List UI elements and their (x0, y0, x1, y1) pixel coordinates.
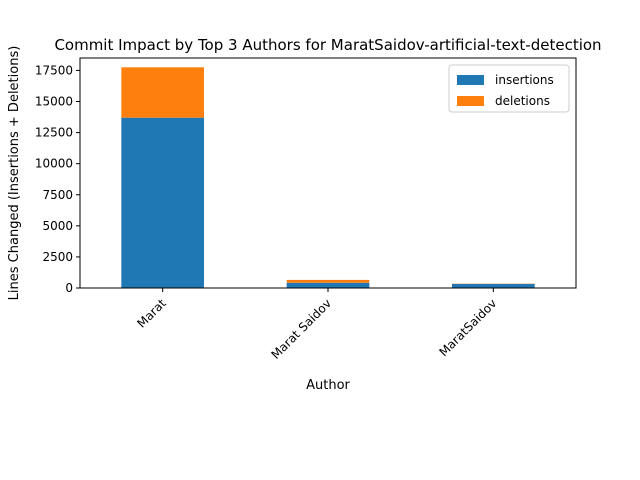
plot-frame (79, 57, 577, 289)
y-tick-label: 2500 (42, 250, 73, 264)
legend-label-deletions: deletions (495, 94, 550, 108)
legend-swatch-deletions (457, 96, 484, 106)
y-tick-label: 10000 (35, 157, 73, 171)
y-axis: 0 2500 5000 7500 10000 12500 15000 17500 (35, 63, 80, 295)
y-tick-label: 12500 (35, 126, 73, 140)
x-tick-label: Marat (134, 296, 169, 331)
chart-title: Commit Impact by Top 3 Authors for Marat… (54, 36, 601, 54)
y-tick-label: 7500 (42, 188, 73, 202)
y-tick-label: 0 (65, 281, 73, 295)
bar-insertions-1 (286, 282, 370, 288)
x-tick-label: Marat Saidov (268, 296, 334, 362)
x-tick-label: MaratSaidov (436, 296, 499, 359)
legend-swatch-insertions (457, 75, 484, 85)
legend-label-insertions: insertions (495, 73, 554, 87)
x-axis: Marat Marat Saidov MaratSaidov (134, 288, 499, 362)
y-tick-label: 15000 (35, 95, 73, 109)
bar-deletions-0 (121, 67, 204, 118)
legend: insertions deletions (448, 64, 570, 113)
y-axis-label: Lines Changed (Insertions + Deletions) (7, 46, 22, 301)
y-tick-label: 17500 (35, 63, 73, 77)
bar-deletions-1 (286, 279, 370, 283)
bars-layer (121, 67, 535, 288)
bar-insertions-2 (452, 283, 535, 288)
y-tick-label: 5000 (42, 219, 73, 233)
bar-insertions-0 (121, 117, 204, 288)
x-axis-label: Author (306, 378, 350, 393)
